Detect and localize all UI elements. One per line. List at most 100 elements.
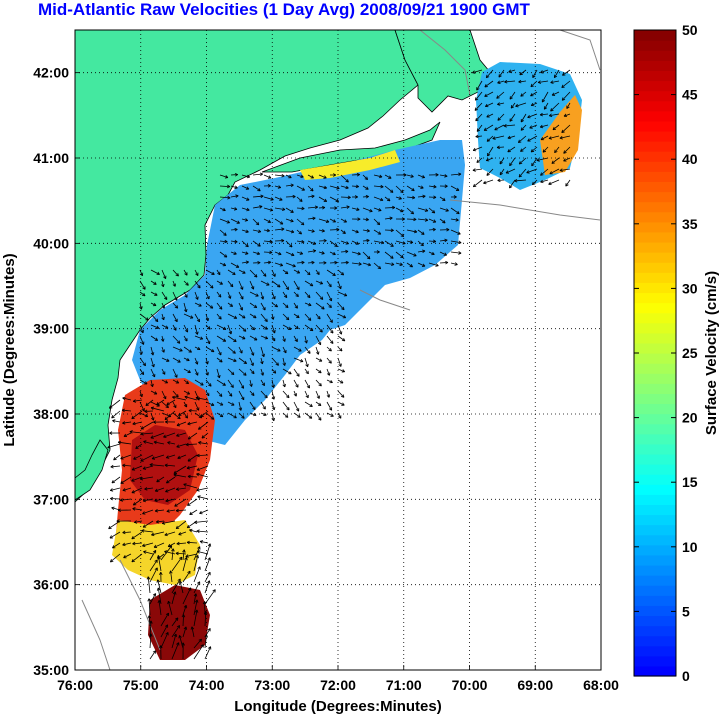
vector-arrow: [271, 379, 275, 388]
vector-arrow: [160, 632, 169, 649]
vector-arrow-head: [301, 260, 305, 263]
vector-arrow: [384, 217, 393, 220]
vector-arrow: [450, 262, 458, 265]
vector-arrow-head: [245, 245, 249, 248]
vector-arrow-head: [344, 293, 348, 296]
vector-arrow-head: [301, 241, 305, 244]
vector-arrow-head: [272, 330, 276, 334]
vector-arrow: [160, 612, 169, 627]
vector-arrow-head: [324, 185, 327, 189]
vector-arrow-head: [378, 231, 382, 235]
vector-arrow-head: [330, 360, 332, 364]
vector-arrow: [183, 291, 188, 298]
vector-arrow: [337, 269, 344, 276]
vector-arrow: [285, 262, 296, 267]
vector-arrow: [406, 240, 413, 243]
vector-arrow-head: [175, 508, 179, 512]
vector-arrow-head: [157, 555, 161, 558]
vector-arrow: [216, 390, 223, 397]
vector-arrow: [315, 401, 322, 406]
vector-arrow-head: [319, 358, 323, 362]
vector-arrow: [153, 441, 165, 445]
vector-arrow: [196, 473, 209, 478]
vector-arrow-head: [316, 272, 320, 275]
vector-arrow-head: [165, 632, 169, 635]
colorbar-segment: [634, 665, 676, 677]
vector-arrow-head: [487, 140, 491, 142]
vector-arrow: [307, 195, 315, 198]
vector-arrow-head: [366, 238, 370, 241]
vector-arrow-head: [243, 415, 245, 419]
vector-arrow: [216, 412, 224, 418]
vector-arrow-head: [563, 113, 567, 117]
vector-arrow: [282, 280, 289, 290]
vector-arrow: [263, 240, 273, 243]
vector-arrow: [271, 346, 281, 352]
colorbar-segment: [634, 120, 676, 132]
vector-arrow: [219, 196, 231, 199]
vector-arrow: [417, 262, 426, 267]
vector-arrow-head: [150, 352, 154, 356]
vector-arrow-head: [258, 187, 261, 191]
vector-arrow: [329, 251, 336, 255]
vector-arrow-head: [329, 320, 333, 323]
vector-arrow: [219, 262, 226, 266]
vector-arrow-head: [270, 199, 274, 201]
vector-arrow: [315, 269, 320, 275]
vector-arrow: [172, 291, 178, 301]
vector-arrow: [417, 207, 428, 212]
vector-arrow-head: [234, 229, 238, 232]
vector-arrow: [194, 520, 209, 523]
vector-arrow-head: [266, 230, 270, 233]
vector-arrow-head: [163, 434, 166, 438]
vector-arrow-head: [332, 340, 334, 344]
colorbar-segment: [634, 282, 676, 294]
vector-arrow: [175, 552, 187, 555]
vector-arrow: [182, 557, 187, 572]
vector-arrow-head: [347, 195, 351, 198]
vector-arrow-head: [285, 306, 289, 308]
vector-arrow-head: [336, 186, 340, 189]
vector-arrow: [216, 280, 223, 285]
vector-arrow-head: [356, 209, 360, 212]
vector-arrow: [238, 291, 244, 300]
vector-arrow: [271, 335, 276, 342]
vector-arrow-head: [444, 175, 448, 178]
vector-arrow-head: [201, 437, 206, 439]
vector-arrow: [134, 520, 143, 523]
vector-arrow-head: [377, 267, 381, 270]
vector-arrow-head: [474, 97, 477, 101]
vector-arrow: [131, 531, 143, 540]
vector-arrow-head: [315, 352, 319, 355]
vector-arrow-head: [548, 136, 552, 139]
vector-arrow-head: [422, 242, 424, 246]
vector-arrow-head: [245, 253, 249, 255]
vector-arrow-head: [334, 206, 338, 209]
vector-arrow: [238, 401, 242, 411]
vector-arrow-head: [290, 244, 293, 248]
vector-arrow: [205, 291, 210, 300]
vector-arrow-head: [280, 197, 283, 201]
vector-arrow: [238, 390, 245, 401]
vector-arrow: [204, 589, 216, 605]
vector-arrow-head: [321, 253, 325, 255]
vector-arrow-head: [255, 274, 258, 278]
vector-arrow-head: [298, 232, 302, 235]
vector-arrow: [439, 196, 446, 201]
vector-arrow: [112, 542, 121, 549]
vector-arrow: [515, 102, 527, 107]
vector-arrow-head: [188, 410, 192, 413]
vector-arrow-head: [422, 249, 426, 252]
vector-arrow-head: [253, 326, 255, 331]
vector-arrow: [536, 157, 549, 161]
vector-arrow-head: [357, 253, 361, 256]
vector-arrow-head: [542, 150, 547, 153]
vector-arrow-head: [157, 587, 161, 591]
vector-arrow: [318, 218, 330, 223]
vector-arrow: [304, 412, 313, 419]
vector-arrow-head: [176, 543, 180, 546]
vector-arrow: [194, 379, 204, 386]
vector-arrow-head: [320, 382, 322, 387]
vector-arrow-head: [341, 308, 345, 311]
